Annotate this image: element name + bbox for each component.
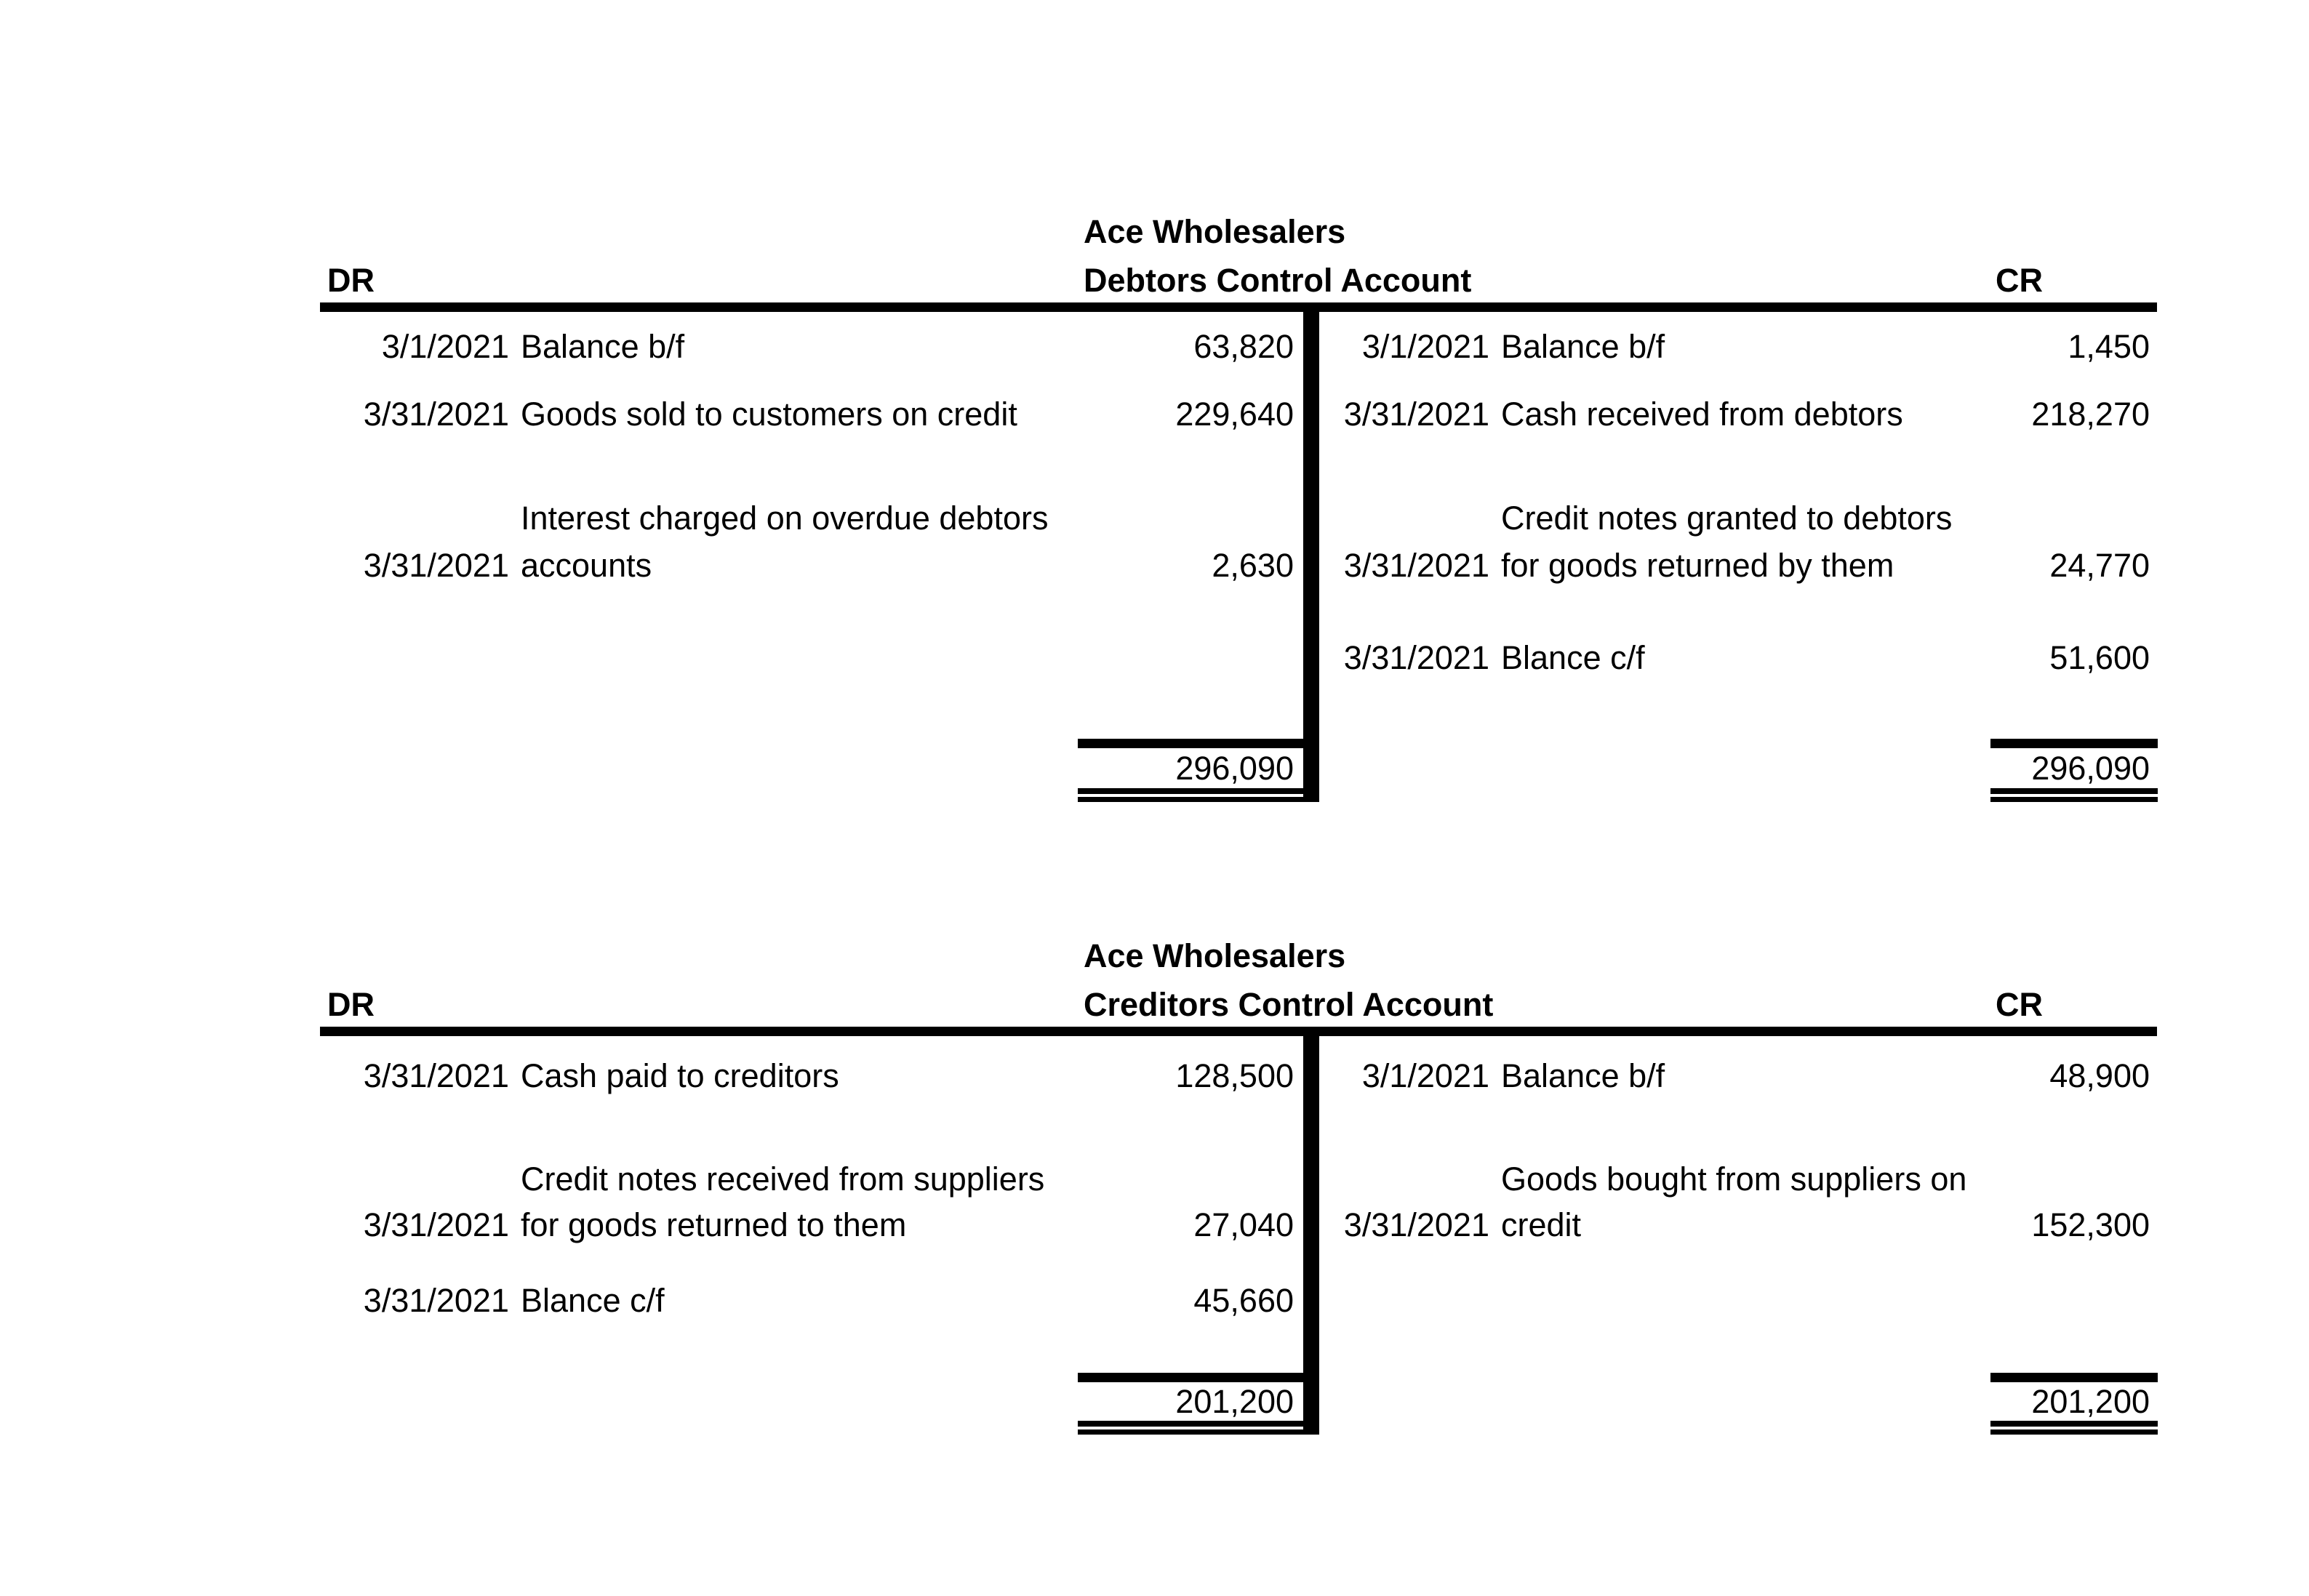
entry-description: Balance b/f — [521, 328, 685, 365]
entry-description: Cash received from debtors — [1501, 396, 1903, 433]
header-rule — [320, 302, 2157, 312]
entry-date: 3/31/2021 — [1343, 547, 1489, 584]
entry-description: credit — [1501, 1206, 1582, 1243]
entry-amount: 63,820 — [1193, 328, 1294, 365]
entry-amount: 1,450 — [2068, 328, 2150, 365]
entry-description: Goods sold to customers on credit — [521, 396, 1017, 433]
entry-amount: 128,500 — [1175, 1057, 1294, 1094]
header-rule — [320, 1027, 2157, 1036]
total-double-rule — [1078, 797, 1303, 802]
entry-amount: 27,040 — [1193, 1206, 1294, 1243]
entry-description-line1: Interest charged on overdue debtors — [521, 500, 1049, 537]
entry-description-line1: Credit notes received from suppliers — [521, 1160, 1045, 1198]
total-top-rule — [1990, 739, 2158, 748]
entry-description: Cash paid to creditors — [521, 1057, 839, 1094]
total-top-rule — [1078, 739, 1303, 748]
entry-amount: 24,770 — [2049, 547, 2150, 584]
total-double-rule — [1078, 1429, 1303, 1435]
center-divider-rule — [1303, 1027, 1319, 1435]
entry-description: accounts — [521, 547, 652, 584]
entry-description: Blance c/f — [1501, 639, 1645, 676]
entry-description-line1: Goods bought from suppliers on — [1501, 1160, 1967, 1198]
total-amount: 201,200 — [2031, 1383, 2150, 1420]
entry-amount: 2,630 — [1212, 547, 1294, 584]
entry-date: 3/31/2021 — [1343, 1206, 1489, 1243]
entry-date: 3/1/2021 — [1361, 328, 1489, 365]
company-name: Ace Wholesalers — [1084, 213, 1346, 250]
account-title: Debtors Control Account — [1084, 262, 1472, 299]
cr-label: CR — [1996, 262, 2043, 299]
total-double-rule — [1990, 1429, 2158, 1435]
entry-amount: 48,900 — [2049, 1057, 2150, 1094]
total-top-rule — [1078, 1373, 1303, 1382]
total-double-rule — [1990, 788, 2158, 794]
entry-amount: 229,640 — [1175, 396, 1294, 433]
total-amount: 296,090 — [1175, 750, 1294, 787]
center-divider-rule — [1303, 302, 1319, 802]
entry-date: 3/31/2021 — [363, 1282, 509, 1319]
entry-amount: 152,300 — [2031, 1206, 2150, 1243]
cr-label: CR — [1996, 986, 2043, 1023]
total-double-rule — [1078, 788, 1303, 794]
entry-description: Balance b/f — [1501, 328, 1665, 365]
entry-date: 3/31/2021 — [363, 396, 509, 433]
total-double-rule — [1990, 797, 2158, 802]
entry-date: 3/31/2021 — [363, 547, 509, 584]
entry-description: for goods returned to them — [521, 1206, 907, 1243]
entry-date: 3/1/2021 — [1361, 1057, 1489, 1094]
entry-date: 3/31/2021 — [363, 1057, 509, 1094]
company-name: Ace Wholesalers — [1084, 937, 1346, 974]
entry-description-line1: Credit notes granted to debtors — [1501, 500, 1953, 537]
entry-description: Balance b/f — [1501, 1057, 1665, 1094]
entry-amount: 218,270 — [2031, 396, 2150, 433]
entry-date: 3/31/2021 — [363, 1206, 509, 1243]
dr-label: DR — [327, 262, 375, 299]
entry-date: 3/31/2021 — [1343, 396, 1489, 433]
entry-date: 3/31/2021 — [1343, 639, 1489, 676]
total-double-rule — [1078, 1421, 1303, 1427]
total-top-rule — [1990, 1373, 2158, 1382]
entry-description: Blance c/f — [521, 1282, 665, 1319]
total-amount: 201,200 — [1175, 1383, 1294, 1420]
dr-label: DR — [327, 986, 375, 1023]
entry-amount: 51,600 — [2049, 639, 2150, 676]
entry-amount: 45,660 — [1193, 1282, 1294, 1319]
total-double-rule — [1990, 1421, 2158, 1427]
entry-description: for goods returned by them — [1501, 547, 1894, 584]
entry-date: 3/1/2021 — [381, 328, 509, 365]
total-amount: 296,090 — [2031, 750, 2150, 787]
account-title: Creditors Control Account — [1084, 986, 1494, 1023]
